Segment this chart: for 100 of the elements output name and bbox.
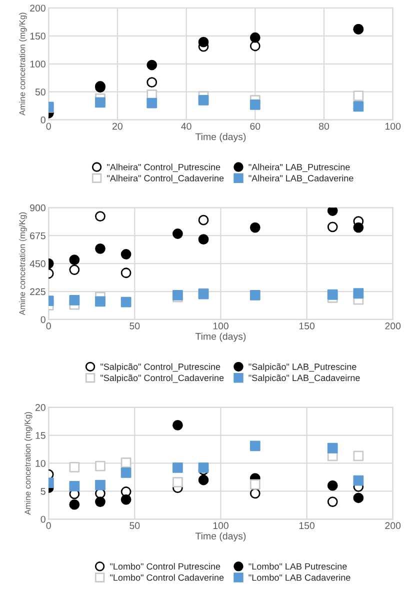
point xyxy=(353,90,364,101)
point xyxy=(353,101,364,112)
legend-label: "Salpicão" Control_Cadaverine xyxy=(100,374,224,383)
y-axis-title: Amine concetration (mg/Kg) xyxy=(19,212,27,316)
x-tick-label: 80 xyxy=(319,122,330,130)
x-tick-label: 40 xyxy=(181,122,192,130)
point xyxy=(69,254,80,266)
point xyxy=(198,474,209,486)
x-tick-label: 60 xyxy=(250,122,260,130)
y-tick-label: 0 xyxy=(40,316,46,324)
legend-label: "Lombo" LAB Putrescine xyxy=(248,562,347,570)
y-tick-label: 15 xyxy=(36,432,46,439)
x-axis-title: Time (days) xyxy=(195,332,246,342)
point xyxy=(172,462,183,473)
point xyxy=(120,296,132,308)
point xyxy=(120,249,132,260)
point xyxy=(327,289,338,300)
point xyxy=(327,496,338,507)
point xyxy=(172,420,183,430)
point xyxy=(95,460,106,472)
x-tick-label: 50 xyxy=(130,522,140,530)
point xyxy=(95,97,106,108)
point xyxy=(95,243,106,254)
y-axis-title: Amine concetration (mg/Kg) xyxy=(19,12,27,116)
point xyxy=(95,496,106,507)
point xyxy=(327,480,338,491)
point xyxy=(146,98,158,108)
point xyxy=(120,494,132,505)
point xyxy=(95,480,106,490)
point xyxy=(120,468,132,478)
x-tick-label: 200 xyxy=(385,522,401,530)
y-tick-label: 100 xyxy=(30,60,46,68)
point xyxy=(69,264,80,275)
x-tick-label: 200 xyxy=(385,322,401,330)
point xyxy=(353,288,364,299)
y-tick-label: 450 xyxy=(30,260,46,268)
legend-label: "Salpicão" LAB_Putrescine xyxy=(248,363,356,372)
point xyxy=(250,479,260,490)
point xyxy=(95,296,106,307)
x-tick-label: 100 xyxy=(385,122,401,130)
y-tick-label: 10 xyxy=(36,460,46,467)
y-tick-label: 200 xyxy=(30,4,46,12)
point xyxy=(327,442,338,454)
x-tick-label: 100 xyxy=(213,522,228,530)
legend-label: "Salpicão" Control_Putrescine xyxy=(100,363,220,372)
point xyxy=(250,32,260,43)
x-axis-title: Time (days) xyxy=(195,532,246,542)
y-tick-label: 150 xyxy=(30,32,46,40)
legend-label: "Lombo" Control Putrescine xyxy=(110,562,220,570)
point xyxy=(69,499,80,510)
point xyxy=(172,228,183,239)
point xyxy=(198,234,209,245)
y-tick-label: 675 xyxy=(30,232,46,240)
point xyxy=(120,268,132,278)
point xyxy=(353,450,364,462)
x-tick-label: 150 xyxy=(299,522,315,530)
point xyxy=(250,40,260,52)
point xyxy=(172,477,183,488)
point xyxy=(95,211,106,222)
y-tick-label: 50 xyxy=(35,88,46,96)
point xyxy=(327,208,338,216)
point xyxy=(250,222,260,233)
y-tick-label: 900 xyxy=(30,204,46,212)
x-axis-title: Time (days) xyxy=(195,133,246,142)
legend-label: "Lombo" LAB Cadaverine xyxy=(248,574,350,581)
legend-label: "Lombo" Control Cadaverine xyxy=(110,574,224,581)
y-tick-label: 225 xyxy=(30,288,46,296)
point xyxy=(353,475,364,486)
legend-label: "Alheira" Control_Cadaverine xyxy=(107,174,224,184)
point xyxy=(327,222,338,232)
legend-label: "Salpicão" LAB_Cadaveirne xyxy=(248,374,360,383)
x-tick-label: 0 xyxy=(46,122,51,130)
point xyxy=(250,290,260,300)
point xyxy=(353,492,364,504)
y-tick-label: 0 xyxy=(40,516,46,523)
point xyxy=(250,488,260,499)
point xyxy=(250,440,260,452)
point xyxy=(198,462,209,473)
point xyxy=(69,462,80,472)
legend-label: "Alheira" LAB_Putrescine xyxy=(248,164,350,172)
point xyxy=(198,214,209,226)
x-tick-label: 0 xyxy=(46,322,51,330)
point xyxy=(250,100,260,110)
point xyxy=(146,60,158,70)
point xyxy=(198,36,209,48)
y-tick-label: 0 xyxy=(40,116,46,124)
y-tick-label: 20 xyxy=(36,404,46,411)
point xyxy=(353,222,364,233)
x-tick-label: 50 xyxy=(130,322,140,330)
point xyxy=(146,77,158,88)
point xyxy=(69,295,80,306)
y-tick-label: 5 xyxy=(40,488,46,495)
y-axis-title: Amine concetration (mg/Kg) xyxy=(24,412,32,515)
x-tick-label: 150 xyxy=(299,322,315,330)
legend-label: "Alheira" LAB_Cadaverine xyxy=(248,174,354,184)
x-tick-label: 100 xyxy=(213,322,228,330)
legend-label: "Alheira" Control_Putrescine xyxy=(107,164,220,172)
x-tick-label: 0 xyxy=(46,522,51,530)
point xyxy=(120,457,132,468)
point xyxy=(198,95,209,106)
